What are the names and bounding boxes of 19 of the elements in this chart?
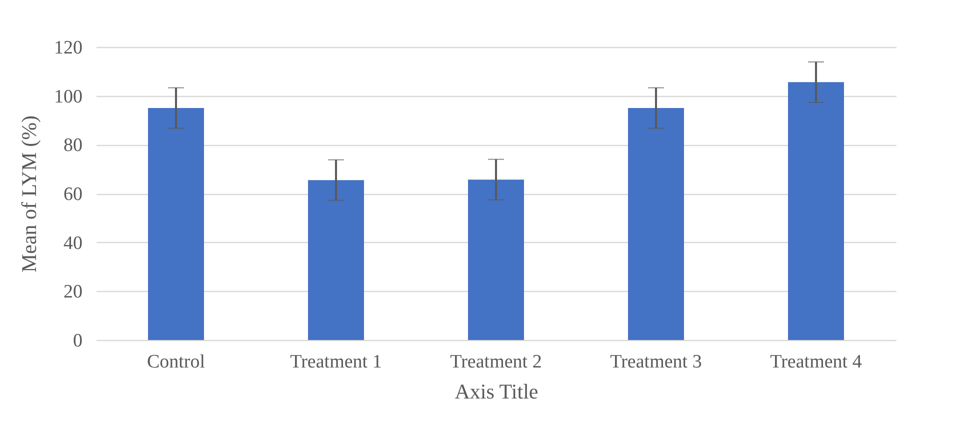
bar <box>628 108 684 340</box>
bar <box>308 180 364 340</box>
x-tick-label: Control <box>146 352 206 372</box>
y-tick-label: 0 <box>73 330 82 352</box>
y-tick-label: 40 <box>64 232 82 254</box>
x-tick-label: Treatment 3 <box>610 352 702 372</box>
y-tick-label: 100 <box>54 86 82 108</box>
y-axis-title: Mean of LYM (%) <box>17 115 41 273</box>
y-tick-label: 80 <box>64 135 82 156</box>
x-tick-label: Treatment 2 <box>450 352 542 372</box>
y-tick-label: 20 <box>64 282 82 303</box>
bar <box>148 108 204 340</box>
x-tick-label: Treatment 4 <box>770 352 862 372</box>
bar <box>788 82 844 340</box>
bar <box>468 180 524 340</box>
y-tick-label: 60 <box>64 184 82 205</box>
x-tick-label: Treatment 1 <box>290 352 382 372</box>
x-axis-title: Axis Title <box>454 380 538 404</box>
y-tick-label: 120 <box>54 38 82 58</box>
